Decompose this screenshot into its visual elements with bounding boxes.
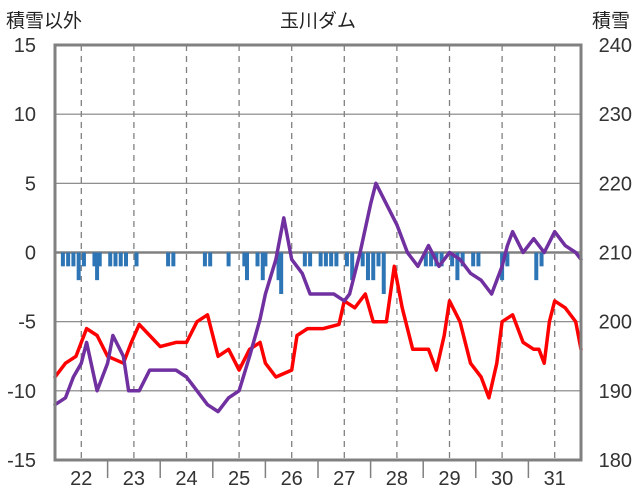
bar (166, 252, 171, 267)
left-tick-label: 10 (14, 104, 36, 126)
right-axis-title: 積雪 (592, 10, 630, 32)
left-tick-label: 0 (25, 243, 36, 265)
purple-series-line (53, 181, 583, 414)
bar (76, 252, 81, 281)
left-tick-label: 15 (14, 35, 36, 57)
bar (260, 252, 265, 281)
bar (539, 252, 544, 267)
bar (242, 252, 247, 267)
bar (95, 252, 100, 281)
bar (476, 252, 481, 267)
plot-frame (53, 43, 583, 462)
bar (71, 252, 76, 267)
x-tick-label: 24 (175, 468, 197, 490)
bar (113, 252, 118, 267)
bar (423, 252, 428, 267)
bar (371, 252, 376, 281)
x-tick-label: 31 (544, 468, 566, 490)
x-tick-label: 23 (123, 468, 145, 490)
right-tick-label: 190 (599, 381, 632, 403)
bar (244, 252, 249, 281)
bar (376, 252, 381, 267)
right-tick-label: 200 (599, 312, 632, 334)
right-tick-label: 180 (599, 450, 632, 472)
bar (308, 252, 313, 267)
left-axis-title: 積雪以外 (6, 10, 82, 32)
bar (439, 252, 444, 267)
bar (92, 252, 97, 267)
left-tick-label: -10 (7, 381, 36, 403)
x-tick-label: 27 (333, 468, 355, 490)
bar (471, 252, 476, 267)
x-tick-label: 26 (281, 468, 303, 490)
x-tick-label: 29 (438, 468, 460, 490)
bar (226, 252, 231, 267)
right-tick-label: 210 (599, 243, 632, 265)
bar (534, 252, 539, 281)
bar (108, 252, 113, 267)
red-series-line (53, 264, 583, 400)
right-tick-label: 230 (599, 104, 632, 126)
x-tick-label: 28 (386, 468, 408, 490)
x-tick-label: 25 (228, 468, 250, 490)
left-tick-label: -15 (7, 450, 36, 472)
right-tick-label: 240 (599, 35, 632, 57)
bar (134, 252, 139, 267)
bar (208, 252, 213, 267)
bar (263, 252, 268, 267)
x-tick-label: 30 (491, 468, 513, 490)
bar (429, 252, 434, 267)
bar (124, 252, 129, 267)
bar (202, 252, 207, 267)
bar (360, 252, 365, 267)
bar (365, 252, 370, 281)
bar (302, 252, 307, 267)
bar (279, 252, 284, 294)
bar (276, 252, 281, 281)
bar (381, 252, 386, 294)
bar (505, 252, 510, 267)
bar (97, 252, 102, 267)
bar (460, 252, 465, 267)
bar (334, 252, 339, 267)
x-tick-label: 22 (70, 468, 92, 490)
left-tick-label: 5 (25, 173, 36, 195)
bar (81, 252, 86, 267)
left-tick-label: -5 (18, 312, 36, 334)
grid (55, 45, 581, 478)
axis-labels: 15 10 5 0 -5 -10 -15 240 230 220 210 200 190 180 22 23 2… (7, 35, 632, 490)
bar (171, 252, 176, 267)
line-series (53, 181, 583, 414)
bar (118, 252, 123, 267)
bar (344, 252, 349, 267)
bar (450, 252, 455, 267)
bar (329, 252, 334, 267)
chart-title: 玉川ダム (280, 10, 356, 32)
right-tick-label: 220 (599, 173, 632, 195)
bar (255, 252, 260, 267)
bar (323, 252, 328, 267)
bar (455, 252, 460, 281)
bar-series (60, 252, 544, 294)
bar (318, 252, 323, 267)
bar (60, 252, 65, 267)
bar (350, 252, 355, 281)
bar (66, 252, 71, 267)
